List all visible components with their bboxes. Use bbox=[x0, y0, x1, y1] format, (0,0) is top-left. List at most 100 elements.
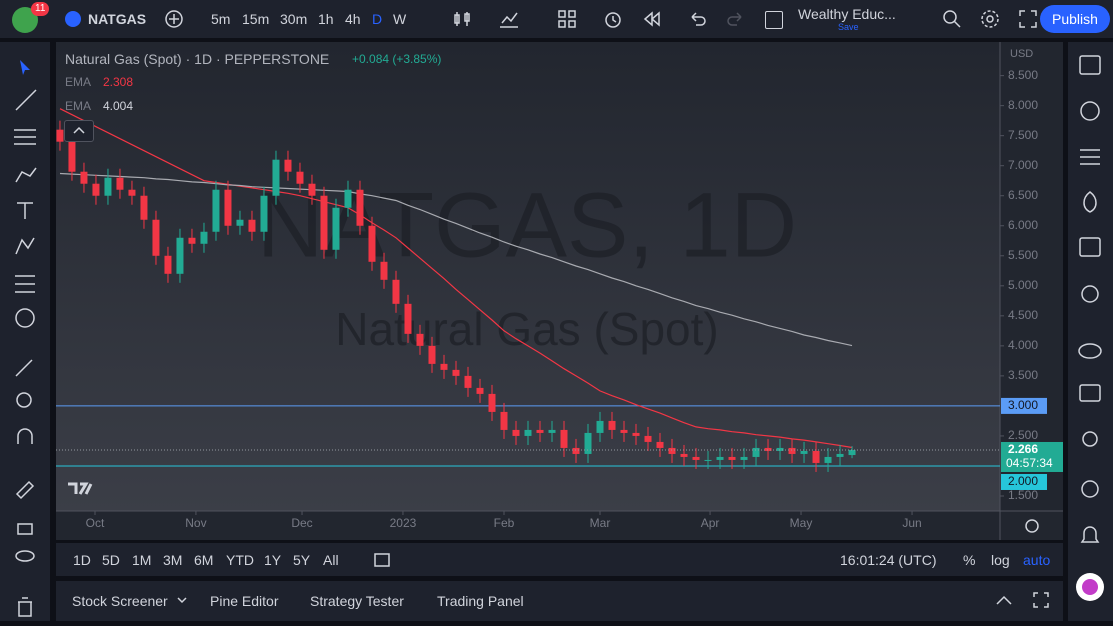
percent-toggle[interactable]: % bbox=[963, 552, 976, 568]
broadcast-icon[interactable] bbox=[1081, 480, 1099, 498]
y-tick-label: 3.500 bbox=[1008, 368, 1038, 382]
date-range[interactable] bbox=[373, 551, 391, 569]
top-toolbar: 11 NATGAS 5m 15m 30m 1h 4h D W Wealthy Educ...… bbox=[0, 0, 1113, 38]
calendar-icon[interactable] bbox=[1079, 237, 1101, 257]
interval[interactable]: 15m bbox=[242, 11, 270, 27]
news-icon[interactable] bbox=[1080, 149, 1100, 165]
x-tick-label: Mar bbox=[590, 516, 611, 530]
range-button[interactable]: 1M bbox=[132, 552, 152, 568]
interval[interactable]: 30m bbox=[280, 11, 308, 27]
bottom-tab[interactable]: Pine Editor bbox=[210, 593, 279, 609]
publish-button[interactable]: Publish bbox=[1040, 5, 1110, 33]
range-button[interactable]: 5Y bbox=[293, 552, 311, 568]
interval[interactable]: 1h bbox=[318, 11, 334, 27]
indicators[interactable] bbox=[498, 9, 520, 29]
plot-layer bbox=[56, 108, 1000, 472]
symbol[interactable]: NATGAS bbox=[88, 11, 147, 27]
log-toggle[interactable]: log bbox=[991, 552, 1010, 568]
hide-tool[interactable] bbox=[15, 550, 35, 562]
fib-tool[interactable] bbox=[14, 129, 36, 145]
chart-title: Natural Gas (Spot) · 1D · PEPPERSTONE bbox=[65, 51, 330, 67]
tv-logo bbox=[68, 482, 93, 495]
candle-body bbox=[740, 456, 748, 460]
stay-drawing[interactable] bbox=[15, 480, 35, 500]
add-symbol[interactable] bbox=[164, 9, 184, 29]
candle-body bbox=[560, 429, 568, 448]
cursor-tool[interactable] bbox=[20, 60, 30, 75]
zoom-tool[interactable] bbox=[16, 392, 32, 408]
currency[interactable]: USD bbox=[1010, 48, 1033, 60]
y-tick-label: 2.500 bbox=[1008, 428, 1038, 442]
candle-body bbox=[236, 219, 244, 226]
maximize-panel[interactable] bbox=[1032, 591, 1050, 609]
layout-name[interactable]: Wealthy Educ... bbox=[798, 6, 896, 22]
range-button[interactable]: 6M bbox=[194, 552, 214, 568]
chart[interactable]: NATGAS, 1D Natural Gas (Spot) USD 8.5008… bbox=[56, 42, 1063, 540]
candle-body bbox=[488, 393, 496, 412]
candle-body bbox=[404, 303, 412, 334]
range-button[interactable]: 5D bbox=[102, 552, 120, 568]
range-button[interactable]: All bbox=[323, 552, 339, 568]
settings[interactable] bbox=[980, 9, 1000, 29]
collapse-legend[interactable] bbox=[64, 120, 94, 142]
range-button[interactable]: YTD bbox=[226, 552, 254, 568]
alerts-icon[interactable] bbox=[1080, 101, 1100, 121]
measure-tool[interactable] bbox=[15, 359, 33, 377]
range-button[interactable]: 1Y bbox=[264, 552, 282, 568]
left-toolbar bbox=[0, 42, 50, 621]
interval[interactable]: D bbox=[372, 11, 383, 27]
interval[interactable]: 5m bbox=[211, 11, 231, 27]
x-tick-label: May bbox=[790, 516, 813, 530]
range-button[interactable]: 1D bbox=[73, 552, 91, 568]
y-tick-label: 4.500 bbox=[1008, 308, 1038, 322]
collapse-panel[interactable] bbox=[994, 593, 1014, 607]
bottom-tab[interactable]: Stock Screener bbox=[72, 593, 168, 609]
pattern-tool[interactable] bbox=[15, 237, 35, 255]
replay[interactable] bbox=[642, 9, 662, 29]
candle-body bbox=[680, 453, 688, 457]
alert[interactable] bbox=[603, 9, 625, 29]
interval[interactable]: W bbox=[393, 11, 407, 27]
remove-tool[interactable] bbox=[18, 597, 32, 617]
notifications-icon[interactable] bbox=[1080, 526, 1100, 543]
trend-line-tool[interactable] bbox=[15, 89, 37, 111]
streams-icon[interactable] bbox=[1082, 431, 1098, 447]
bottom-panel: Stock Screener Pine Editor Strategy Tester… bbox=[56, 581, 1063, 621]
magnet-tool[interactable] bbox=[17, 428, 33, 444]
ideas-icon[interactable] bbox=[1081, 285, 1099, 303]
layout-icon bbox=[765, 11, 783, 29]
ema-value: 4.004 bbox=[103, 99, 134, 113]
candle-body bbox=[428, 345, 436, 364]
bottom-tab[interactable]: Trading Panel bbox=[437, 593, 524, 609]
candle-body bbox=[296, 171, 304, 184]
chart-type[interactable] bbox=[452, 9, 472, 29]
lock-tool[interactable] bbox=[17, 523, 33, 535]
hotlist-icon[interactable] bbox=[1083, 191, 1097, 213]
candle-body bbox=[416, 333, 424, 346]
axis-settings[interactable] bbox=[1025, 519, 1039, 533]
icon-tool[interactable] bbox=[15, 308, 35, 328]
candle-body bbox=[800, 450, 808, 454]
bottom-tab[interactable]: Strategy Tester bbox=[310, 593, 404, 609]
screener-menu[interactable] bbox=[176, 595, 188, 605]
prediction-tool[interactable] bbox=[15, 275, 35, 293]
text-tool[interactable] bbox=[17, 202, 33, 219]
auto-toggle[interactable]: auto bbox=[1023, 552, 1051, 568]
range-button[interactable]: 3M bbox=[163, 552, 183, 568]
candle-body bbox=[596, 420, 604, 433]
price-change: +0.084 (+3.85%) bbox=[352, 52, 442, 66]
clock[interactable]: 16:01:24 (UTC) bbox=[840, 552, 937, 568]
layouts[interactable] bbox=[557, 9, 577, 29]
assistant-icon-core bbox=[1082, 579, 1098, 595]
chats-icon[interactable] bbox=[1078, 343, 1102, 359]
horizontal-line-label: 3.000 bbox=[1008, 398, 1038, 412]
candle-body bbox=[788, 447, 796, 454]
watchlist-icon[interactable] bbox=[1079, 55, 1101, 75]
interval[interactable]: 4h bbox=[345, 11, 361, 27]
messages-icon[interactable] bbox=[1079, 384, 1101, 402]
candle-body bbox=[284, 159, 292, 172]
brush-tool[interactable] bbox=[15, 167, 37, 183]
fullscreen[interactable] bbox=[1018, 9, 1038, 29]
search[interactable] bbox=[942, 9, 962, 29]
undo[interactable] bbox=[688, 9, 708, 29]
